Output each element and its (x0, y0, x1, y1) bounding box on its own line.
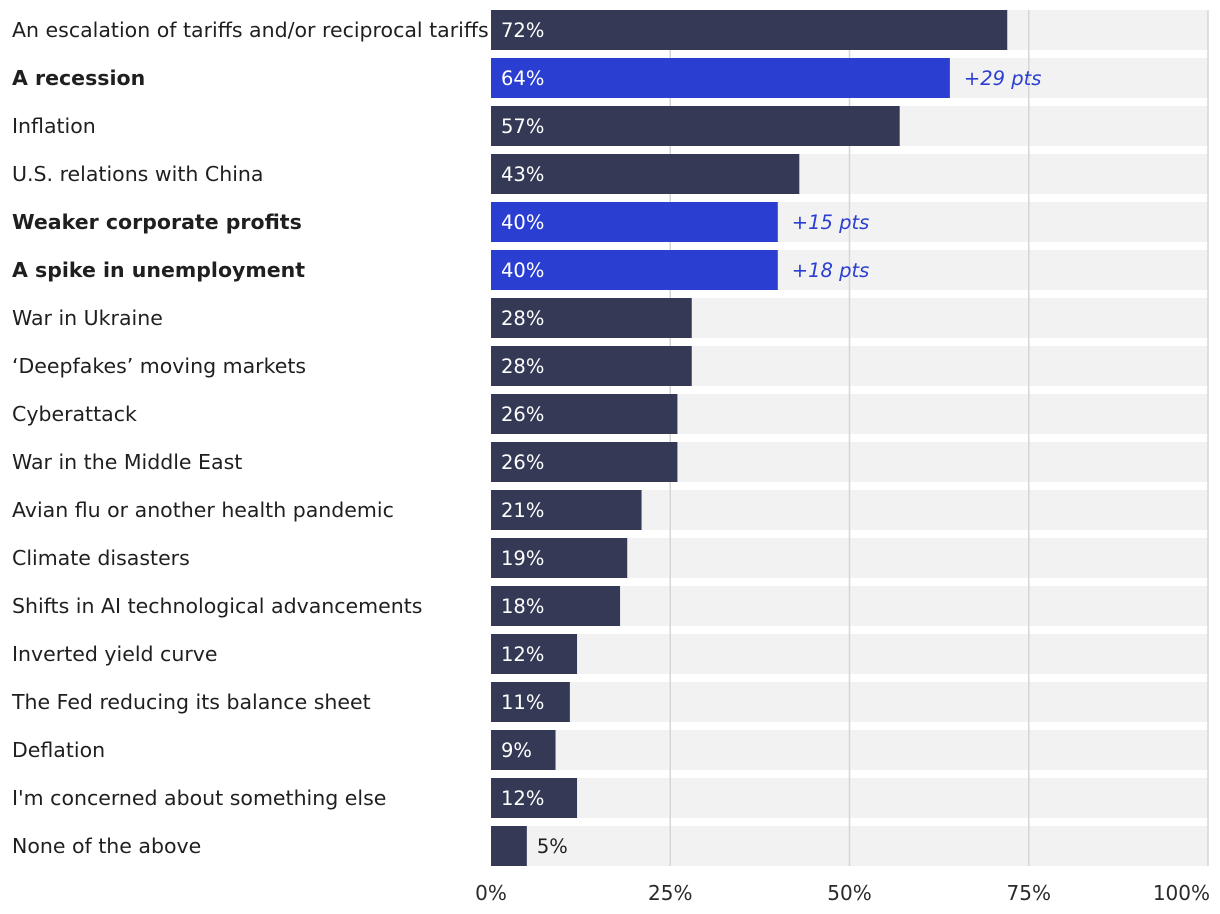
category-label: Avian flu or another health pandemic (12, 498, 394, 522)
value-label: 12% (501, 643, 544, 666)
value-label: 5% (537, 835, 568, 858)
category-label: Inverted yield curve (12, 642, 218, 666)
value-label: 26% (501, 451, 544, 474)
bar (491, 250, 778, 290)
value-label: 72% (501, 19, 544, 42)
bar (491, 10, 1008, 50)
category-label: Climate disasters (12, 546, 190, 570)
x-tick-label: 50% (827, 881, 871, 905)
value-label: 64% (501, 67, 544, 90)
category-label: An escalation of tariffs and/or reciproc… (12, 18, 489, 42)
bar (491, 682, 570, 722)
bar (491, 442, 678, 482)
category-label: Weaker corporate profits (12, 210, 302, 234)
category-label: Cyberattack (12, 402, 137, 426)
category-label: ‘Deepfakes’ moving markets (12, 354, 306, 378)
value-label: 9% (501, 739, 532, 762)
x-tick-label: 75% (1007, 881, 1051, 905)
bar (491, 202, 778, 242)
category-labels: An escalation of tariffs and/or reciproc… (11, 18, 489, 858)
bar (491, 730, 556, 770)
annotations: +29 pts +15 pts +18 pts (792, 67, 1042, 282)
bar (491, 778, 578, 818)
value-label: 26% (501, 403, 544, 426)
value-label: 18% (501, 595, 544, 618)
category-label: None of the above (12, 834, 201, 858)
value-label: 40% (501, 211, 544, 234)
category-label: A spike in unemployment (12, 258, 305, 282)
bar (491, 586, 621, 626)
change-annotation: +18 pts (792, 259, 870, 282)
category-label: I'm concerned about something else (12, 786, 386, 810)
category-label: A recession (12, 66, 145, 90)
bar (491, 298, 692, 338)
gridlines (669, 10, 1209, 866)
category-label: Shifts in AI technological advancements (12, 594, 422, 618)
category-label: Inflation (12, 114, 96, 138)
value-label: 43% (501, 163, 544, 186)
change-annotation: +15 pts (792, 211, 870, 234)
value-labels: 72% 64% 57% 43% 40% 40% 28% 28% 26% 26% 21% 19% 18% 1… (501, 19, 568, 858)
category-label: War in the Middle East (12, 450, 242, 474)
value-label: 28% (501, 355, 544, 378)
value-label: 40% (501, 259, 544, 282)
change-annotation: +29 pts (964, 67, 1042, 90)
value-label: 28% (501, 307, 544, 330)
bars (491, 10, 1008, 866)
bar (491, 106, 900, 146)
x-tick-label: 25% (648, 881, 692, 905)
bar (491, 826, 527, 866)
bar (491, 490, 642, 530)
x-tick-label: 0% (475, 881, 507, 905)
bar (491, 346, 692, 386)
value-label: 12% (501, 787, 544, 810)
bar (491, 58, 950, 98)
bar (491, 154, 800, 194)
x-tick-label: 100% (1153, 881, 1210, 905)
value-label: 11% (501, 691, 544, 714)
category-label: Deflation (12, 738, 105, 762)
value-label: 21% (501, 499, 544, 522)
value-label: 19% (501, 547, 544, 570)
value-label: 57% (501, 115, 544, 138)
category-label: The Fed reducing its balance sheet (11, 690, 371, 714)
category-label: U.S. relations with China (12, 162, 263, 186)
bar (491, 634, 578, 674)
category-label: War in Ukraine (12, 306, 163, 330)
bar (491, 394, 678, 434)
bar (491, 538, 628, 578)
x-axis-ticks: 0% 25% 50% 75% 100% (475, 881, 1210, 905)
